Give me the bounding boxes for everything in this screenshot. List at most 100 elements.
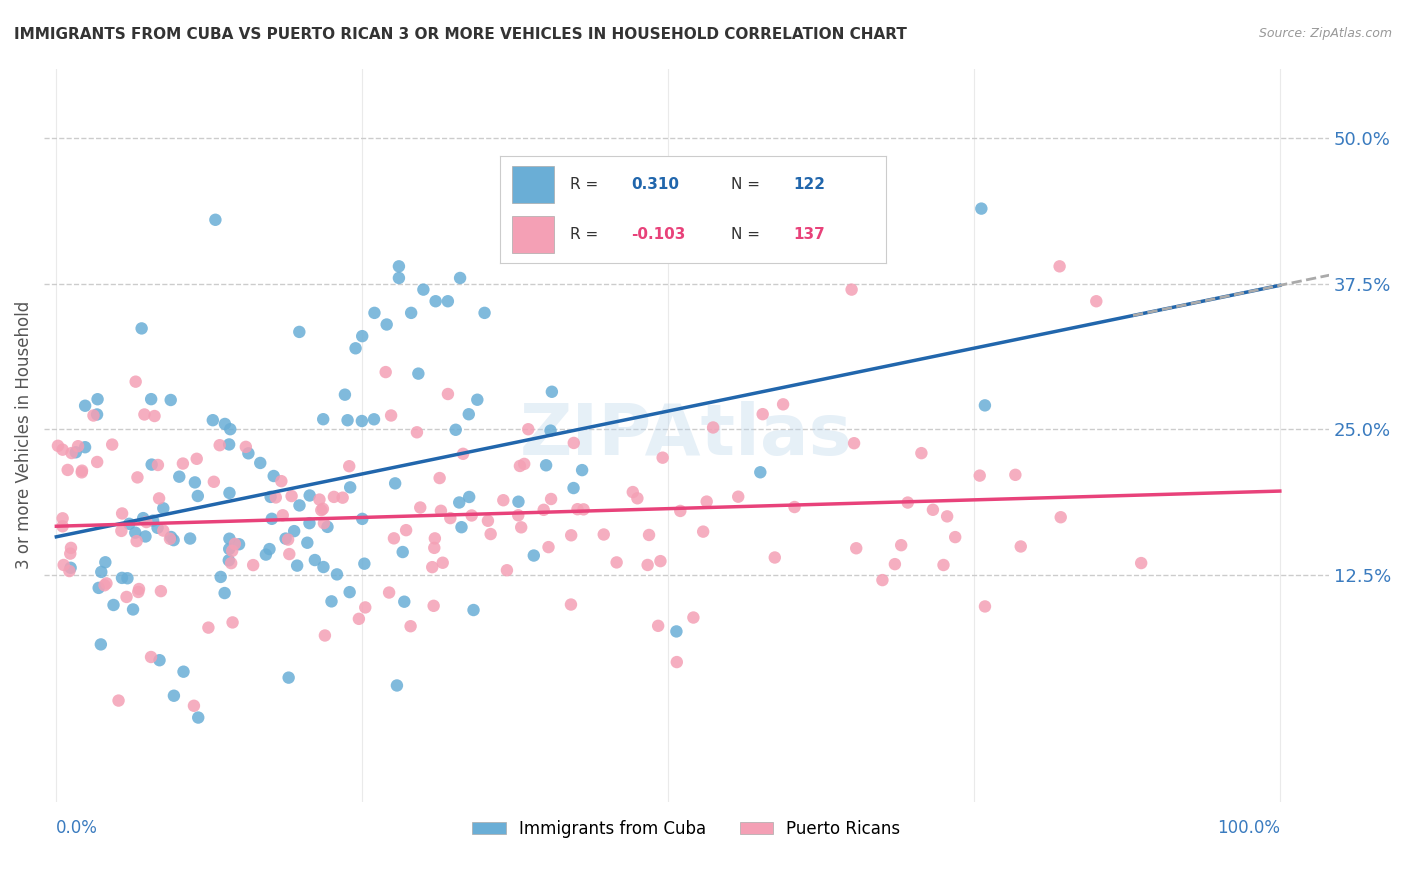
Point: [336, 413, 359, 427]
Point: [111, 571, 134, 585]
Point: [540, 424, 562, 438]
Point: [970, 202, 993, 216]
Point: [437, 387, 460, 401]
Point: [449, 495, 471, 509]
Point: [541, 384, 564, 399]
Point: [134, 529, 156, 543]
Point: [425, 294, 447, 309]
Point: [65, 445, 87, 459]
Point: [1085, 294, 1108, 309]
Point: [46, 439, 69, 453]
Point: [353, 557, 375, 571]
Point: [173, 665, 195, 679]
Point: [148, 653, 170, 667]
Point: [363, 412, 385, 426]
Point: [337, 459, 360, 474]
Point: [772, 397, 794, 411]
Point: [702, 420, 724, 434]
Legend: Immigrants from Cuba, Puerto Ricans: Immigrants from Cuba, Puerto Ricans: [465, 814, 907, 845]
Point: [651, 450, 673, 465]
Point: [637, 558, 659, 572]
Point: [90, 637, 112, 651]
Point: [110, 524, 132, 538]
Point: [111, 507, 134, 521]
Point: [406, 425, 429, 440]
Point: [209, 570, 232, 584]
Point: [224, 537, 246, 551]
Point: [308, 492, 330, 507]
Point: [696, 494, 718, 508]
Point: [339, 585, 361, 599]
Point: [197, 621, 219, 635]
Point: [260, 512, 283, 526]
Point: [621, 485, 644, 500]
Point: [218, 553, 240, 567]
Point: [115, 590, 138, 604]
Point: [513, 457, 536, 471]
Point: [304, 553, 326, 567]
Point: [422, 599, 444, 613]
Point: [270, 474, 292, 488]
Point: [264, 491, 287, 505]
Point: [322, 490, 344, 504]
Point: [52, 442, 75, 457]
Point: [890, 538, 912, 552]
Point: [751, 407, 773, 421]
Point: [465, 392, 488, 407]
Point: [70, 466, 93, 480]
Point: [523, 549, 546, 563]
Point: [1004, 467, 1026, 482]
Point: [142, 514, 165, 528]
Point: [60, 446, 83, 460]
Point: [352, 512, 374, 526]
Point: [235, 440, 257, 454]
Point: [572, 502, 595, 516]
Point: [163, 689, 186, 703]
Point: [394, 595, 416, 609]
Point: [238, 446, 260, 460]
Point: [845, 541, 868, 556]
Point: [202, 475, 225, 489]
Point: [159, 392, 181, 407]
Point: [70, 464, 93, 478]
Point: [75, 399, 97, 413]
Point: [56, 463, 79, 477]
Point: [339, 480, 361, 494]
Point: [432, 556, 454, 570]
Point: [263, 469, 285, 483]
Point: [409, 500, 432, 515]
Point: [298, 488, 321, 502]
Point: [312, 501, 335, 516]
Point: [143, 409, 166, 423]
Point: [278, 547, 301, 561]
Point: [208, 438, 231, 452]
Point: [169, 469, 191, 483]
Point: [567, 502, 589, 516]
Point: [117, 571, 139, 585]
Point: [312, 412, 335, 426]
Point: [201, 413, 224, 427]
Point: [218, 486, 240, 500]
Point: [496, 563, 519, 577]
Point: [280, 489, 302, 503]
Point: [932, 558, 955, 572]
Point: [135, 515, 157, 529]
Point: [259, 542, 281, 557]
Point: [86, 408, 108, 422]
Point: [363, 306, 385, 320]
Point: [936, 509, 959, 524]
Point: [492, 493, 515, 508]
Point: [271, 508, 294, 523]
Point: [910, 446, 932, 460]
Point: [58, 564, 80, 578]
Point: [375, 318, 398, 332]
Point: [139, 650, 162, 665]
Point: [146, 521, 169, 535]
Point: [449, 271, 471, 285]
Point: [332, 491, 354, 505]
Point: [380, 409, 402, 423]
Point: [221, 615, 243, 630]
Point: [127, 470, 149, 484]
Point: [86, 392, 108, 407]
Point: [218, 437, 240, 451]
